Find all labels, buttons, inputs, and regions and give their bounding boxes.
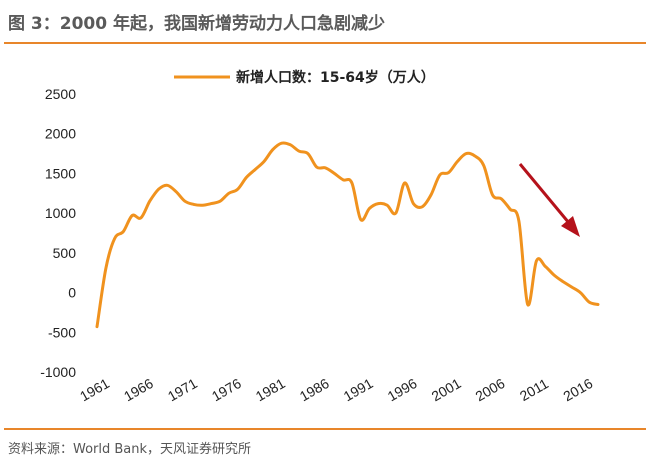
data-point <box>438 173 441 177</box>
x-tick-label: 2001 <box>429 375 464 405</box>
data-point <box>210 202 213 205</box>
x-axis: 1961 1966 1971 1976 1981 1986 1991 1996 2001 2006… <box>77 375 596 405</box>
data-point <box>122 230 125 233</box>
data-point <box>517 219 521 223</box>
data-point <box>570 285 573 289</box>
legend-label: 新增人口数：15-64岁（万人） <box>236 69 435 86</box>
data-point <box>157 188 160 191</box>
data-point <box>473 154 477 158</box>
figure-title: 图 3：2000 年起，我国新增劳动力人口急剧减少 <box>8 14 385 34</box>
data-point <box>526 303 529 306</box>
data-point <box>113 237 116 240</box>
data-point <box>350 181 354 185</box>
chart-legend: 新增人口数：15-64岁（万人） <box>174 69 435 86</box>
data-point <box>227 192 231 195</box>
data-point <box>280 142 283 145</box>
y-tick-label: 500 <box>53 245 77 261</box>
data-point <box>166 184 169 187</box>
y-tick-label: -1000 <box>40 364 76 380</box>
data-point <box>218 200 222 203</box>
data-point <box>333 172 336 175</box>
x-tick-label: 1971 <box>165 375 200 405</box>
data-point <box>447 171 450 174</box>
data-point <box>500 197 503 201</box>
x-tick-label: 1966 <box>121 375 156 405</box>
data-point <box>324 166 327 170</box>
data-point <box>271 148 274 151</box>
y-axis: 2500 2000 1500 1000 500 0 -500 -1000 <box>40 86 76 380</box>
data-point <box>491 193 494 197</box>
y-tick-label: 2000 <box>45 126 76 142</box>
data-point <box>201 204 204 207</box>
x-tick-label: 1976 <box>209 375 244 405</box>
data-point <box>306 152 310 155</box>
data-point <box>482 164 485 167</box>
data-point <box>596 303 600 306</box>
data-point <box>377 202 380 205</box>
y-tick-label: 0 <box>68 285 76 301</box>
y-tick-label: -500 <box>48 324 76 340</box>
data-point <box>456 160 459 163</box>
data-point <box>262 160 266 163</box>
data-point <box>359 218 362 221</box>
data-point <box>95 325 99 328</box>
data-point <box>403 181 406 185</box>
data-point <box>174 190 178 193</box>
data-point <box>236 188 239 191</box>
data-point <box>429 193 433 197</box>
data-point <box>588 300 591 304</box>
data-point <box>421 205 424 208</box>
data-point <box>385 204 389 207</box>
data-point <box>341 178 345 181</box>
y-tick-label: 1500 <box>45 165 76 181</box>
x-tick-label: 1961 <box>77 375 112 405</box>
data-point <box>183 200 187 203</box>
x-tick-label: 2006 <box>473 375 508 405</box>
arrow-shaft <box>518 163 571 224</box>
data-point <box>192 203 195 206</box>
y-tick-label: 2500 <box>45 86 76 102</box>
x-tick-label: 2011 <box>517 375 551 404</box>
data-point <box>544 265 547 268</box>
data-point <box>104 267 107 270</box>
source-note: 资料来源：World Bank，天风证券研究所 <box>8 442 252 457</box>
x-tick-label: 1981 <box>253 375 288 405</box>
data-point <box>245 176 248 179</box>
data-point <box>412 202 415 205</box>
series-line-working-age-growth <box>95 141 600 329</box>
x-tick-label: 2016 <box>560 375 595 405</box>
data-point <box>139 216 143 220</box>
x-tick-label: 1991 <box>341 375 376 405</box>
data-point <box>289 143 292 147</box>
data-point <box>297 149 301 153</box>
downward-trend-arrow-icon <box>518 163 580 237</box>
data-point <box>394 211 398 215</box>
data-point <box>535 259 538 262</box>
y-tick-label: 1000 <box>45 205 76 221</box>
data-point <box>148 200 151 203</box>
data-point <box>315 165 318 169</box>
title-divider <box>4 42 646 44</box>
data-points <box>95 142 600 328</box>
data-point <box>254 168 257 171</box>
data-point <box>579 291 582 294</box>
data-point <box>368 207 371 210</box>
data-point <box>464 152 468 155</box>
arrow-head <box>561 216 580 237</box>
data-point <box>508 207 512 211</box>
source-divider <box>4 428 646 430</box>
x-tick-label: 1996 <box>385 375 420 405</box>
data-point <box>552 273 556 277</box>
data-point <box>561 280 565 283</box>
x-tick-label: 1986 <box>297 375 332 405</box>
data-point <box>130 214 134 217</box>
